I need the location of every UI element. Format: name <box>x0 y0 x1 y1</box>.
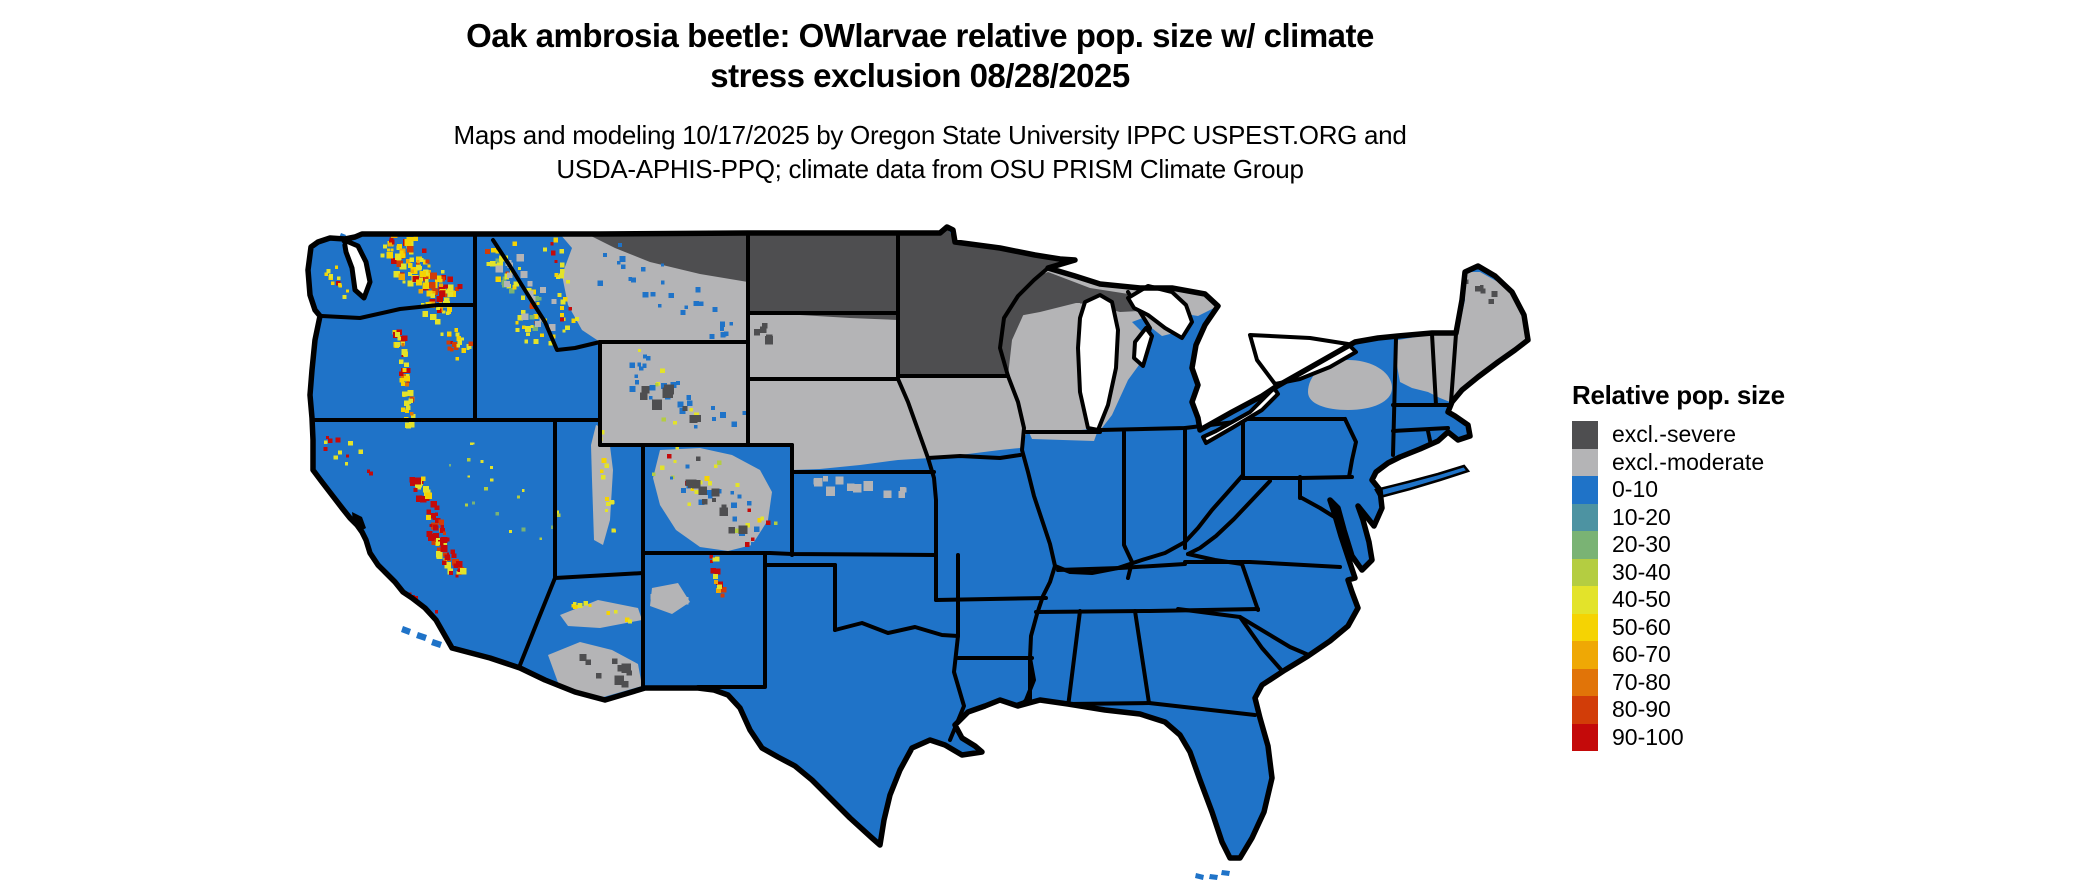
legend-item: excl.-moderate <box>1572 448 1785 476</box>
legend-item: 80-90 <box>1572 696 1785 724</box>
legend-item: 0-10 <box>1572 476 1785 504</box>
legend-swatch <box>1572 503 1598 531</box>
us-outline <box>305 224 1531 861</box>
legend-item-label: excl.-severe <box>1612 421 1736 448</box>
chart-title-line1: Oak ambrosia beetle: OWlarvae relative p… <box>466 17 1374 54</box>
legend-item: 50-60 <box>1572 613 1785 641</box>
florida-key-1 <box>1195 873 1204 880</box>
channel-island-3 <box>431 639 442 648</box>
legend-item-label: excl.-moderate <box>1612 448 1765 475</box>
legend-item-label: 40-50 <box>1612 586 1671 613</box>
legend-swatch <box>1572 448 1598 476</box>
region-adirondacks <box>1308 360 1392 410</box>
legend-item: 10-20 <box>1572 503 1785 531</box>
chart-subtitle-line2: USDA-APHIS-PPQ; climate data from OSU PR… <box>556 154 1304 184</box>
hotspot-dots <box>323 227 1498 688</box>
puget-sound-shape <box>341 237 373 301</box>
legend-item: 30-40 <box>1572 558 1785 586</box>
legend-item: excl.-severe <box>1572 421 1785 449</box>
channel-island-2 <box>416 632 427 641</box>
legend-item: 70-80 <box>1572 668 1785 696</box>
channel-island-1 <box>401 626 411 635</box>
offshore-islands <box>336 233 1471 880</box>
legend-swatch <box>1572 668 1598 696</box>
legend-swatch <box>1572 696 1598 724</box>
legend-item-label: 60-70 <box>1612 641 1671 668</box>
legend-swatch <box>1572 613 1598 641</box>
legend-swatch <box>1572 476 1598 504</box>
lake-michigan-shape <box>1076 293 1120 432</box>
legend-item-label: 80-90 <box>1612 696 1671 723</box>
legend-item-label: 90-100 <box>1612 723 1684 750</box>
state-borders <box>310 231 1458 742</box>
san-francisco-bay-shape <box>352 512 366 532</box>
chart-subtitle-line1: Maps and modeling 10/17/2025 by Oregon S… <box>453 120 1407 150</box>
lake-erie-shape <box>1201 386 1280 445</box>
legend-item: 60-70 <box>1572 641 1785 669</box>
legend-swatch <box>1572 586 1598 614</box>
legend: Relative pop. size excl.-severe excl.-mod… <box>1572 380 1785 751</box>
legend-item-label: 70-80 <box>1612 668 1671 695</box>
legend-item: 90-100 <box>1572 723 1785 751</box>
legend-swatch <box>1572 558 1598 586</box>
chart-subtitle: Maps and modeling 10/17/2025 by Oregon S… <box>230 118 1630 186</box>
legend-item-label: 10-20 <box>1612 503 1671 530</box>
chart-title: Oak ambrosia beetle: OWlarvae relative p… <box>240 16 1600 96</box>
legend-item-label: 20-30 <box>1612 531 1671 558</box>
legend-item-label: 50-60 <box>1612 613 1671 640</box>
legend-swatch <box>1572 641 1598 669</box>
legend-item-label: 30-40 <box>1612 558 1671 585</box>
legend-swatch <box>1572 531 1598 559</box>
region-excl-severe-north <box>587 227 1075 376</box>
chart-title-line2: stress exclusion 08/28/2025 <box>710 57 1130 94</box>
lake-ontario-shape <box>1248 333 1358 386</box>
san-juan-island-2 <box>336 241 343 248</box>
long-island-shape <box>1374 464 1471 499</box>
region-northern-new-england <box>1396 272 1526 402</box>
legend-swatch <box>1572 723 1598 751</box>
region-new-mexico-west <box>650 583 690 614</box>
legend-title: Relative pop. size <box>1572 380 1785 410</box>
legend-item-label: 0-10 <box>1612 476 1659 503</box>
legend-item: 40-50 <box>1572 586 1785 614</box>
legend-swatch <box>1572 421 1598 449</box>
florida-key-2 <box>1209 874 1218 880</box>
legend-item: 20-30 <box>1572 531 1785 559</box>
region-utah-wasatch <box>591 425 613 545</box>
florida-key-3 <box>1221 870 1230 876</box>
green-bay-shape <box>1132 326 1154 368</box>
legend-items: excl.-severe excl.-moderate 0-10 10-20 20-30… <box>1572 421 1785 751</box>
